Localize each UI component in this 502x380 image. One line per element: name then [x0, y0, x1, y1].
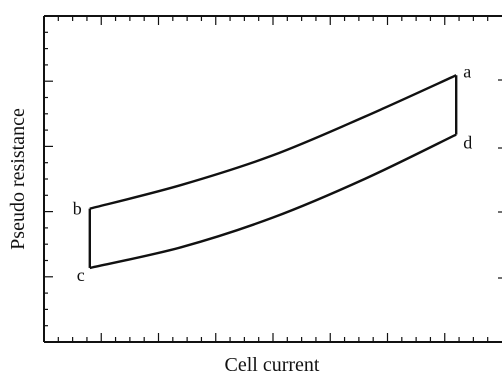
- point-label-c: c: [77, 265, 85, 285]
- x-axis-label: Cell current: [225, 354, 320, 375]
- y-axis-label: Pseudo resistance: [7, 108, 29, 250]
- point-label-d: d: [463, 133, 472, 153]
- series-line-upper: [90, 75, 456, 208]
- point-label-b: b: [73, 199, 82, 219]
- point-label-a: a: [463, 61, 471, 81]
